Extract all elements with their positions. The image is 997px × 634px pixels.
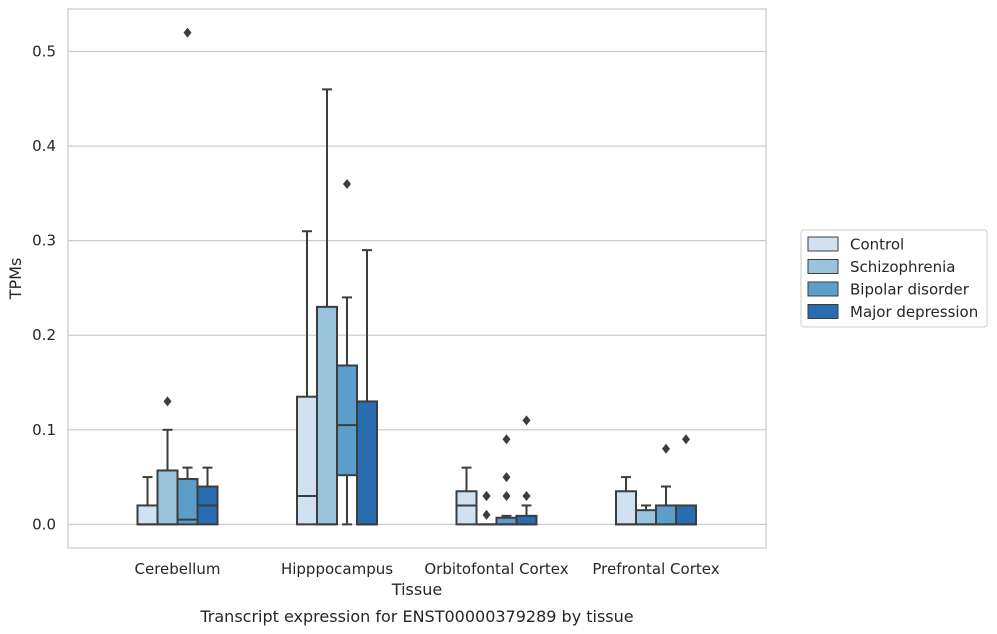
box-control — [455, 466, 478, 526]
box-body — [655, 504, 677, 526]
box-schizophrenia — [635, 504, 657, 526]
box-schizophrenia — [316, 88, 338, 526]
box-control — [615, 476, 637, 526]
box-control — [136, 476, 159, 526]
legend-items: Control Schizophrenia Bipolar disorder Majo… — [807, 236, 978, 321]
outlier-point — [522, 415, 531, 426]
outlier-point — [502, 434, 511, 445]
legend-swatch — [807, 236, 839, 252]
outlier-point — [482, 509, 491, 520]
y-tick-label: 0.0 — [32, 515, 56, 533]
legend-swatch — [807, 304, 839, 319]
box-major-depression — [515, 415, 538, 526]
box-body — [356, 400, 378, 526]
box-body — [156, 469, 179, 526]
box-schizophrenia — [475, 490, 498, 526]
box-body — [176, 477, 199, 526]
outlier-point — [662, 443, 670, 454]
legend: Control Schizophrenia Bipolar disorder Majo… — [800, 229, 988, 328]
x-tick-label: Prefrontal Cortex — [592, 560, 719, 578]
box-bipolar-disorder — [336, 178, 358, 526]
legend-label: Bipolar disorder — [850, 281, 970, 299]
x-tick-label: Hipppocampus — [281, 560, 393, 578]
outlier-point — [482, 490, 491, 501]
legend-swatch — [807, 281, 839, 297]
y-tick-label: 0.2 — [32, 326, 56, 344]
legend-frame — [800, 229, 988, 328]
box-control — [296, 230, 318, 526]
outlier-point — [502, 490, 511, 501]
box-major-depression — [675, 434, 697, 526]
x-axis-label: Tissue — [391, 580, 442, 599]
boxes-layer — [136, 27, 697, 526]
x-axis-ticks: Cerebellum Hipppocampus Orbitofontal Corte… — [135, 560, 720, 578]
box-body — [136, 504, 159, 526]
legend-swatch — [807, 259, 839, 274]
box-body — [615, 490, 637, 526]
outlier-point — [502, 472, 511, 483]
box-body — [675, 504, 697, 526]
chart-caption: Transcript expression for ENST0000037928… — [199, 607, 633, 626]
box-body — [635, 509, 657, 526]
x-tick-label: Orbitofontal Cortex — [424, 560, 568, 578]
y-axis-ticks: 0.0 0.1 0.2 0.3 0.4 0.5 — [32, 43, 56, 534]
legend-label: Major depression — [850, 303, 978, 321]
y-axis-label: TPMs — [6, 258, 25, 301]
outlier-point — [163, 396, 172, 407]
x-tick-label: Cerebellum — [135, 560, 221, 578]
box-major-depression — [196, 466, 219, 526]
box-body — [316, 305, 338, 526]
outlier-point — [343, 178, 351, 189]
box-bipolar-disorder — [655, 443, 677, 526]
box-body — [296, 395, 318, 526]
legend-label: Control — [850, 236, 904, 254]
y-tick-label: 0.3 — [32, 232, 56, 250]
y-tick-label: 0.4 — [32, 137, 56, 155]
grid-layer — [68, 50, 766, 525]
box-bipolar-disorder — [495, 434, 518, 526]
box-major-depression — [356, 249, 378, 526]
box-body — [336, 364, 358, 477]
legend-label: Schizophrenia — [850, 258, 955, 276]
box-body — [515, 514, 538, 526]
box-schizophrenia — [156, 396, 179, 526]
box-bipolar-disorder — [176, 27, 199, 526]
box-body — [455, 490, 478, 526]
plot-frame — [67, 8, 767, 549]
y-tick-label: 0.5 — [32, 43, 56, 61]
outlier-point — [522, 490, 531, 501]
outlier-point — [682, 434, 690, 445]
outlier-point — [183, 27, 192, 38]
y-tick-label: 0.1 — [32, 421, 56, 439]
